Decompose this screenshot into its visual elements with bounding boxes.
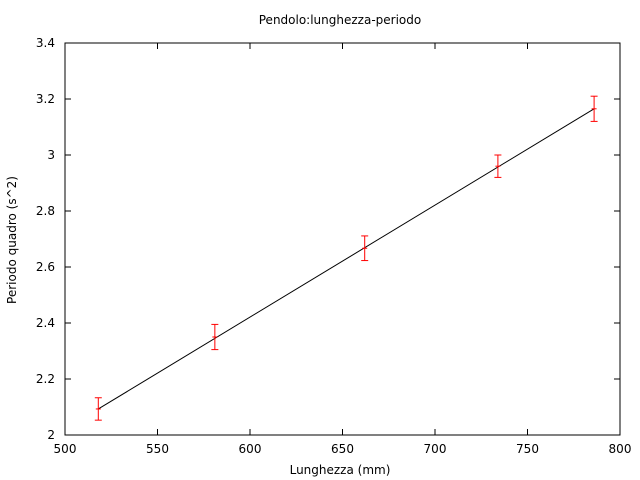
- y-tick-label: 2.8: [36, 204, 55, 218]
- y-tick-label: 3: [47, 148, 55, 162]
- y-axis-title: Periodo quadro (s^2): [5, 176, 19, 304]
- x-tick-label: 600: [239, 442, 262, 456]
- y-tick-label: 2: [47, 428, 55, 442]
- x-tick-label: 750: [516, 442, 539, 456]
- plot-area: 500 550 600 650 700 750 800 2 2.2 2.4 2.6 2.8 3 3.2 3.…: [36, 36, 632, 456]
- fit-line: [98, 108, 595, 410]
- x-axis-title: Lunghezza (mm): [290, 463, 391, 477]
- x-tick-label: 650: [331, 442, 354, 456]
- x-tick-label: 800: [609, 442, 632, 456]
- y-tick-label: 2.4: [36, 316, 55, 330]
- x-tick-label: 700: [424, 442, 447, 456]
- x-tick-label: 500: [54, 442, 77, 456]
- y-tick-label: 2.6: [36, 260, 55, 274]
- y-tick-label: 2.2: [36, 372, 55, 386]
- chart-title: Pendolo:lunghezza-periodo: [259, 13, 421, 27]
- y-tick-label: 3.4: [36, 36, 55, 50]
- y-tick-label: 3.2: [36, 92, 55, 106]
- x-tick-label: 550: [146, 442, 169, 456]
